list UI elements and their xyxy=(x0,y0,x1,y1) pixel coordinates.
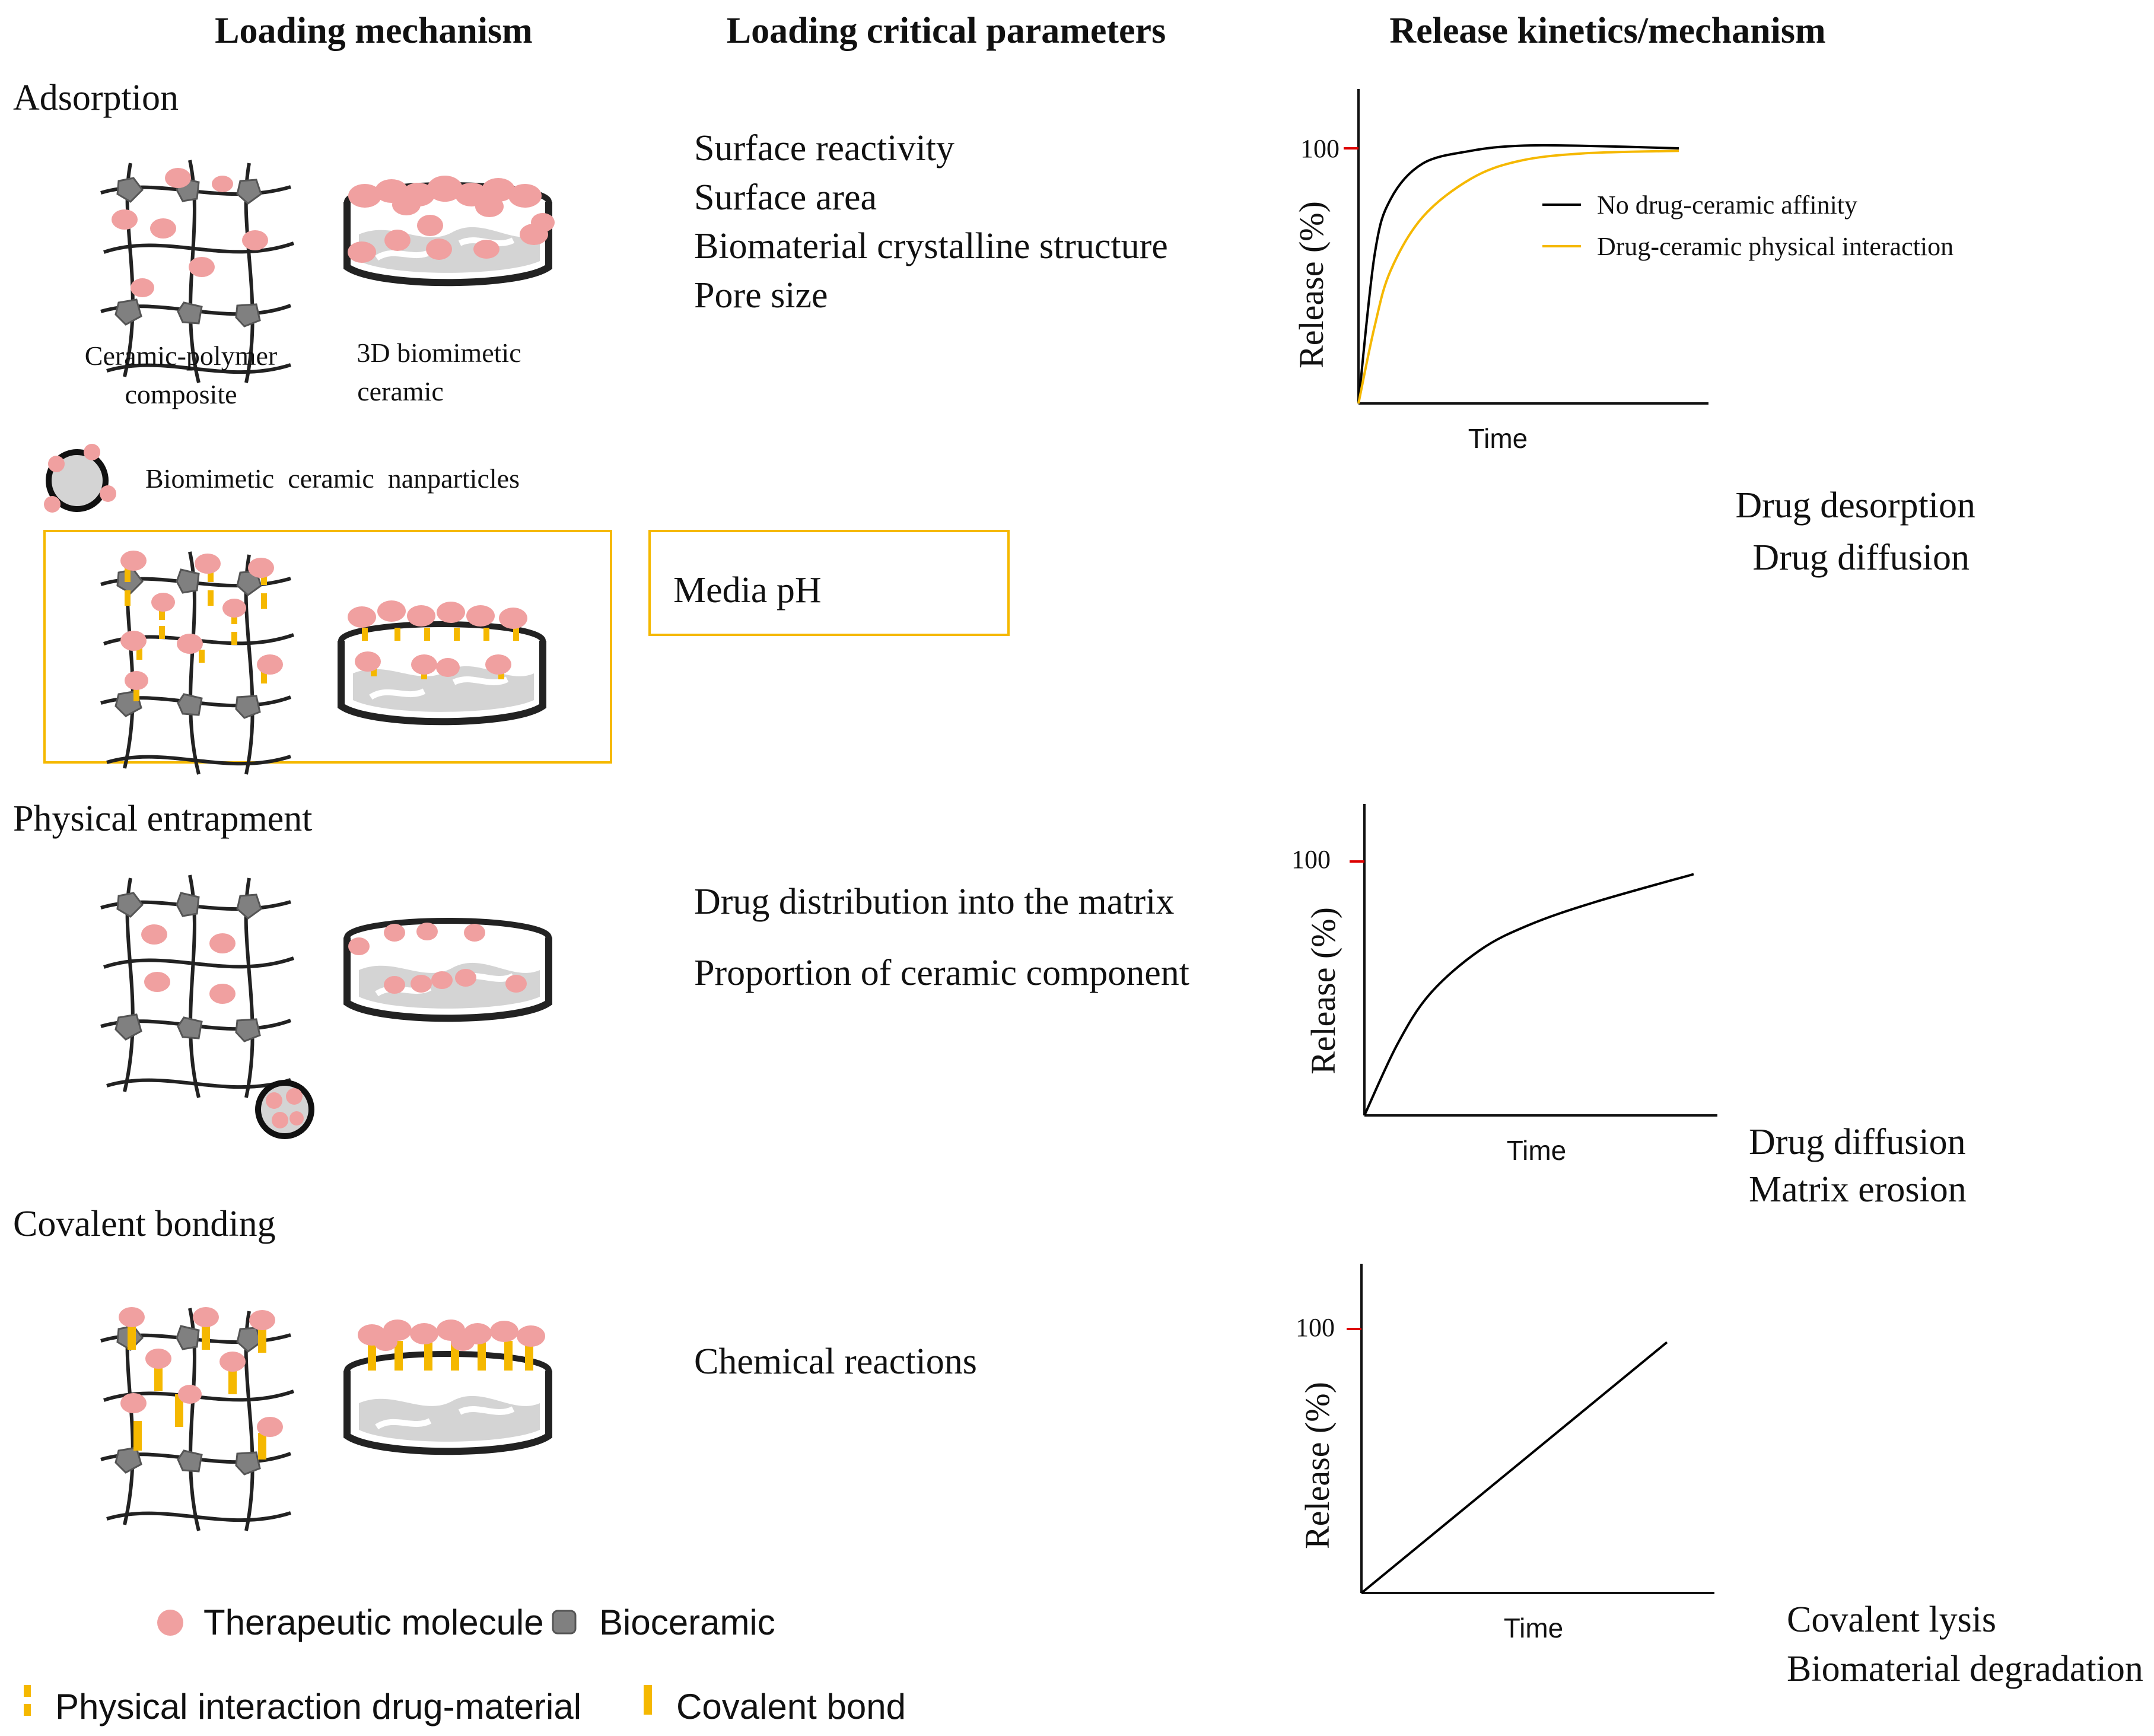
param-chemical-reactions: Chemical reactions xyxy=(694,1341,977,1382)
caption-nanoparticles: Biomimetic ceramic nanparticles xyxy=(145,463,520,494)
covalent-composite-illustration xyxy=(101,1307,294,1531)
release-covalent-lysis: Covalent lysis xyxy=(1787,1600,1996,1640)
chart-covalent-release: 100 Release (%) Time xyxy=(1296,1264,1714,1643)
section-title-physical-entrapment: Physical entrapment xyxy=(13,799,312,839)
chart-adsorption-release: 100 Release (%) Time No drug-ceramic aff… xyxy=(1292,89,1953,454)
header-loading-mechanism: Loading mechanism xyxy=(215,11,533,51)
legend-bioceramic-label: Bioceramic xyxy=(599,1603,775,1642)
chart1-xlabel: Time xyxy=(1468,423,1528,454)
release-drug-diffusion-1: Drug diffusion xyxy=(1752,538,1970,578)
section-title-covalent-bonding: Covalent bonding xyxy=(13,1204,276,1244)
param-surface-area: Surface area xyxy=(694,177,877,218)
section-title-adsorption: Adsorption xyxy=(13,78,179,118)
chart1-series-no-affinity xyxy=(1357,144,1679,404)
chart3-ylabel: Release (%) xyxy=(1298,1382,1337,1549)
release-matrix-erosion: Matrix erosion xyxy=(1749,1169,1967,1210)
caption-ceramic-polymer-line1: Ceramic-polymer xyxy=(85,341,277,371)
media-ph-box xyxy=(648,530,1010,636)
nanoparticle-icon xyxy=(44,444,116,513)
chart-entrapment-release: 100 Release (%) Time xyxy=(1291,804,1717,1166)
chart3-xlabel: Time xyxy=(1504,1613,1564,1643)
caption-3d-ceramic-line2: ceramic xyxy=(357,376,444,406)
adsorption-ceramic-illustration xyxy=(347,176,555,282)
entrapment-nanoparticle-icon xyxy=(255,1080,314,1139)
physical-ceramic-illustration xyxy=(341,600,543,721)
caption-3d-ceramic-line1: 3D biomimetic xyxy=(357,338,521,368)
chart1-series-physical-interaction xyxy=(1357,150,1679,404)
legend-therapeutic-label: Therapeutic molecule xyxy=(203,1603,544,1642)
chart1-legend-no-affinity: No drug-ceramic affinity xyxy=(1597,190,1857,220)
legend-covalent-icon xyxy=(644,1685,652,1715)
param-ceramic-proportion: Proportion of ceramic component xyxy=(694,953,1189,993)
param-drug-distribution: Drug distribution into the matrix xyxy=(694,882,1174,922)
legend-therapeutic-icon xyxy=(157,1610,183,1636)
chart2-tick-label-100: 100 xyxy=(1291,845,1331,874)
legend-physical-icon xyxy=(24,1685,31,1716)
chart2-xlabel: Time xyxy=(1507,1135,1567,1166)
chart3-tick-label-100: 100 xyxy=(1296,1313,1335,1342)
release-drug-diffusion-2: Drug diffusion xyxy=(1749,1122,1966,1162)
chart3-series-release xyxy=(1360,1341,1668,1594)
physical-interaction-box xyxy=(43,530,612,764)
chart1-ylabel: Release (%) xyxy=(1292,201,1331,368)
caption-ceramic-polymer-line2: composite xyxy=(125,379,237,409)
header-loading-parameters: Loading critical parameters xyxy=(727,11,1166,51)
legend-physical-label: Physical interaction drug-material xyxy=(55,1687,581,1727)
physical-composite-illustration xyxy=(101,551,294,774)
chart1-legend-physical: Drug-ceramic physical interaction xyxy=(1597,232,1953,261)
chart2-ylabel: Release (%) xyxy=(1304,907,1342,1074)
release-drug-desorption: Drug desorption xyxy=(1735,485,1975,526)
legend-bioceramic-icon xyxy=(552,1610,577,1635)
header-release-kinetics: Release kinetics/mechanism xyxy=(1389,11,1825,51)
param-media-ph: Media pH xyxy=(673,570,822,611)
chart1-tick-label-100: 100 xyxy=(1300,134,1340,163)
param-surface-reactivity: Surface reactivity xyxy=(694,128,954,168)
param-pore-size: Pore size xyxy=(694,275,828,316)
chart2-series-release xyxy=(1363,873,1694,1116)
entrapment-composite-illustration xyxy=(101,875,294,1098)
release-biomaterial-degradation: Biomaterial degradation xyxy=(1787,1649,2143,1689)
covalent-ceramic-illustration xyxy=(347,1320,549,1451)
entrapment-ceramic-illustration xyxy=(347,921,549,1018)
legend-covalent-label: Covalent bond xyxy=(676,1687,906,1727)
param-crystalline-structure: Biomaterial crystalline structure xyxy=(694,226,1168,266)
adsorption-composite-illustration xyxy=(101,160,294,383)
